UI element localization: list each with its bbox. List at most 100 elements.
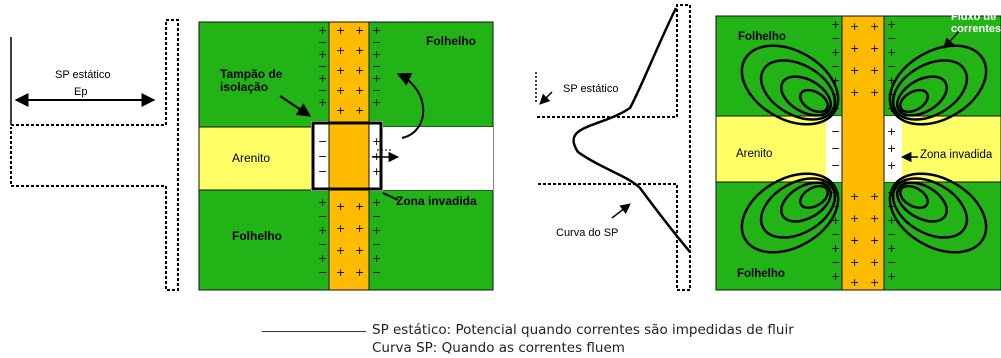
svg-text:+: + bbox=[318, 72, 327, 85]
charges-right: +−+−+−+ ++++ ++++ +−+−+−+ −−− +++ +++++ … bbox=[831, 18, 896, 289]
right-sp-log: SP estático Curva do SP bbox=[535, 4, 691, 291]
svg-text:+: + bbox=[887, 186, 896, 199]
svg-text:+: + bbox=[870, 20, 879, 33]
svg-text:−: − bbox=[372, 60, 381, 73]
plug-label: Tampão de isolação bbox=[220, 67, 286, 94]
svg-text:+: + bbox=[372, 224, 381, 237]
svg-text:+: + bbox=[336, 64, 345, 77]
svg-text:+: + bbox=[887, 142, 896, 155]
svg-text:+: + bbox=[850, 86, 859, 99]
svg-text:−: − bbox=[887, 32, 896, 45]
svg-text:+: + bbox=[870, 190, 879, 203]
svg-text:+: + bbox=[850, 256, 859, 269]
svg-text:+: + bbox=[831, 186, 840, 199]
svg-text:+: + bbox=[372, 96, 381, 109]
svg-text:−: − bbox=[372, 238, 381, 251]
svg-text:+: + bbox=[372, 72, 381, 85]
svg-text:+: + bbox=[850, 20, 859, 33]
left-formation: +−+−+−+ +++++ +++++ +−+−+−+ −−− +++ +−+−… bbox=[198, 21, 494, 291]
invaded-label-right: Zona invadida bbox=[920, 149, 993, 161]
shale-bottom-label-left: Folhelho bbox=[232, 229, 282, 243]
svg-text:+: + bbox=[887, 270, 896, 283]
svg-text:+: + bbox=[831, 102, 840, 115]
svg-text:−: − bbox=[372, 266, 381, 279]
svg-text:+: + bbox=[887, 102, 896, 115]
svg-text:−: − bbox=[887, 228, 896, 241]
isolation-plug bbox=[311, 121, 383, 191]
svg-text:+: + bbox=[870, 234, 879, 247]
left-sp-log: SP estático Ep bbox=[10, 19, 179, 291]
svg-text:−: − bbox=[318, 150, 327, 163]
shale-bottom-label-right: Folhelho bbox=[737, 268, 785, 280]
svg-text:+: + bbox=[336, 266, 345, 279]
svg-text:+: + bbox=[887, 46, 896, 59]
svg-text:+: + bbox=[887, 125, 896, 138]
svg-text:+: + bbox=[850, 212, 859, 225]
svg-text:−: − bbox=[887, 200, 896, 213]
svg-text:+: + bbox=[355, 266, 364, 279]
svg-text:−: − bbox=[318, 210, 327, 223]
sp-static-trace-right bbox=[537, 4, 691, 291]
svg-text:+: + bbox=[870, 86, 879, 99]
svg-text:−: − bbox=[831, 200, 840, 213]
svg-text:+: + bbox=[355, 64, 364, 77]
svg-text:−: − bbox=[831, 142, 840, 155]
svg-text:+: + bbox=[870, 212, 879, 225]
svg-text:−: − bbox=[887, 88, 896, 101]
svg-text:−: − bbox=[318, 165, 327, 178]
svg-text:−: − bbox=[318, 238, 327, 251]
svg-text:+: + bbox=[372, 24, 381, 37]
legend-text-2: Curva SP: Quando as correntes fluem bbox=[372, 340, 625, 356]
svg-text:+: + bbox=[870, 256, 879, 269]
svg-text:−: − bbox=[887, 256, 896, 269]
svg-text:+: + bbox=[870, 276, 879, 289]
svg-text:+: + bbox=[372, 48, 381, 61]
sp-curve-label: Curva do SP bbox=[556, 227, 618, 239]
sp-diagram: SP estático Ep +−+−+−+ +++++ +++++ +−+−+… bbox=[10, 4, 1001, 291]
current-flow-label: Fluxo de correntes bbox=[951, 11, 1001, 35]
svg-text:+: + bbox=[887, 159, 896, 172]
svg-text:−: − bbox=[831, 60, 840, 73]
plug-label-line2: isolação bbox=[220, 80, 268, 94]
svg-text:+: + bbox=[850, 190, 859, 203]
svg-text:−: − bbox=[831, 159, 840, 172]
svg-text:−: − bbox=[887, 60, 896, 73]
svg-text:+: + bbox=[355, 104, 364, 117]
svg-text:+: + bbox=[831, 214, 840, 227]
ep-label: Ep bbox=[74, 86, 87, 98]
svg-text:+: + bbox=[355, 244, 364, 257]
svg-text:+: + bbox=[887, 214, 896, 227]
svg-text:+: + bbox=[318, 224, 327, 237]
svg-text:−: − bbox=[372, 210, 381, 223]
svg-text:+: + bbox=[870, 64, 879, 77]
svg-text:+: + bbox=[887, 74, 896, 87]
svg-text:+: + bbox=[336, 244, 345, 257]
sand-label-left: Arenito bbox=[232, 151, 270, 165]
svg-text:+: + bbox=[887, 242, 896, 255]
svg-text:+: + bbox=[850, 276, 859, 289]
legend-line-sample bbox=[262, 331, 366, 332]
svg-text:+: + bbox=[831, 18, 840, 31]
svg-text:−: − bbox=[318, 60, 327, 73]
svg-text:−: − bbox=[831, 256, 840, 269]
right-formation: +−+−+−+ ++++ ++++ +−+−+−+ −−− +++ +++++ … bbox=[715, 11, 1001, 291]
svg-text:+: + bbox=[372, 196, 381, 209]
svg-text:−: − bbox=[372, 36, 381, 49]
svg-text:−: − bbox=[831, 125, 840, 138]
sp-static-label-left: SP estático bbox=[55, 69, 110, 81]
svg-text:+: + bbox=[355, 24, 364, 37]
svg-text:+: + bbox=[850, 64, 859, 77]
svg-text:+: + bbox=[831, 46, 840, 59]
current-flow-loops bbox=[740, 44, 988, 254]
invaded-label-left: Zona invadida bbox=[396, 194, 477, 208]
svg-text:+: + bbox=[831, 242, 840, 255]
sand-label-right: Arenito bbox=[736, 148, 772, 160]
svg-text:+: + bbox=[318, 48, 327, 61]
svg-text:+: + bbox=[318, 196, 327, 209]
svg-text:+: + bbox=[336, 84, 345, 97]
legend-text-1: SP estático: Potencial quando correntes … bbox=[372, 322, 794, 338]
legend-line-2: Curva SP: Quando as correntes fluem bbox=[372, 340, 1001, 356]
svg-text:+: + bbox=[336, 24, 345, 37]
svg-text:+: + bbox=[870, 42, 879, 55]
svg-text:+: + bbox=[887, 18, 896, 31]
